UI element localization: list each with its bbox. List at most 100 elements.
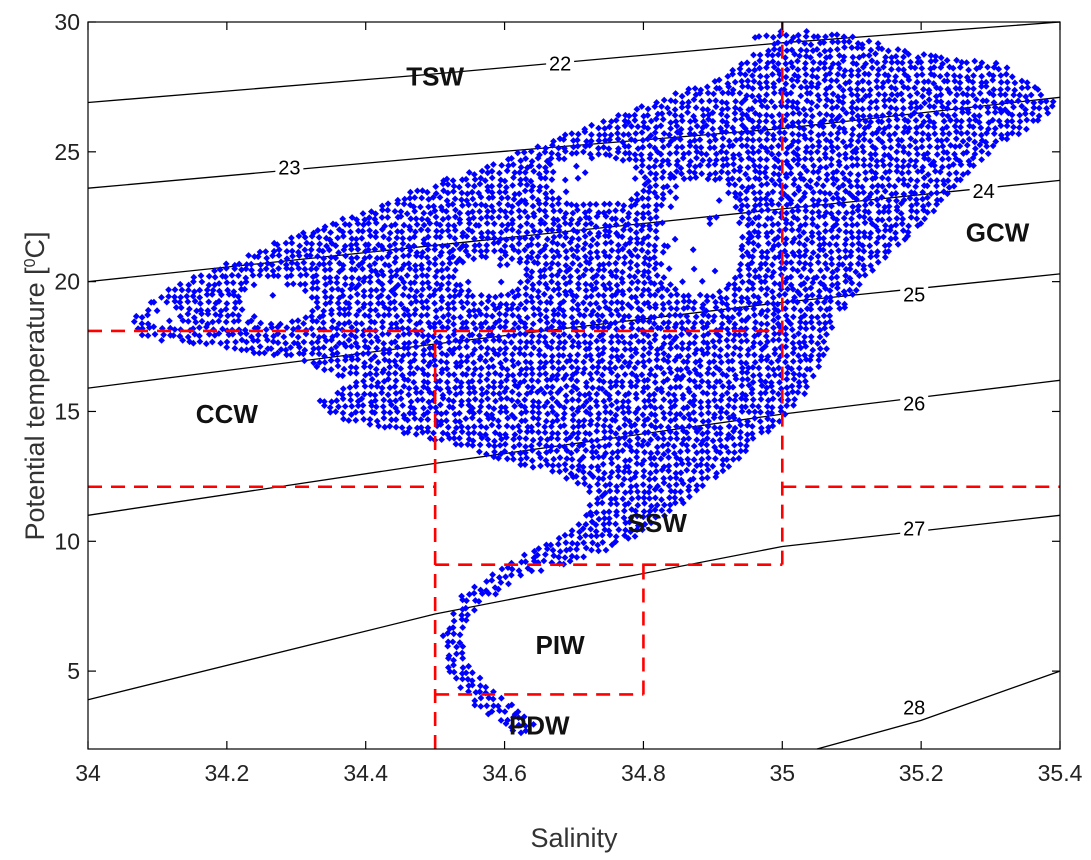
data-point [561, 229, 569, 237]
data-point [537, 174, 545, 182]
data-point [505, 162, 512, 169]
data-point [796, 232, 804, 240]
data-point [765, 240, 772, 247]
data-point [756, 64, 763, 72]
data-point [982, 78, 990, 86]
data-point [914, 168, 922, 175]
data-point [353, 311, 360, 319]
data-point [1016, 124, 1023, 131]
data-point [555, 195, 563, 202]
data-point [534, 293, 542, 301]
data-point [964, 109, 972, 116]
data-point [618, 305, 626, 312]
data-point [801, 241, 808, 249]
data-point [235, 312, 242, 319]
data-point [359, 265, 366, 273]
data-point [327, 229, 334, 236]
data-point [646, 291, 654, 299]
data-point [861, 219, 869, 227]
data-point [596, 131, 603, 139]
data-point [693, 122, 701, 130]
data-point [392, 272, 400, 279]
data-point [419, 304, 427, 311]
data-point [574, 280, 582, 288]
data-point [586, 300, 594, 308]
data-point [444, 227, 452, 234]
data-point [586, 249, 594, 257]
data-point [748, 233, 756, 241]
data-point [891, 183, 899, 190]
data-point [495, 304, 503, 311]
data-point [262, 265, 270, 273]
data-point [373, 254, 381, 262]
data-point [810, 33, 818, 40]
data-point [631, 116, 639, 124]
data-point [605, 260, 613, 268]
data-point [878, 174, 886, 182]
data-point [933, 151, 941, 158]
data-point [769, 33, 777, 41]
data-point [217, 312, 224, 319]
data-point [515, 200, 522, 207]
data-point [899, 96, 907, 104]
data-point [687, 158, 694, 165]
data-point [814, 148, 821, 156]
data-point [658, 312, 665, 319]
data-point [403, 272, 411, 279]
data-point [932, 53, 939, 60]
data-point [813, 84, 821, 91]
data-point [241, 285, 249, 293]
data-point [288, 318, 296, 325]
data-point [724, 80, 732, 87]
data-point [749, 144, 756, 151]
data-point [683, 312, 691, 320]
data-point [952, 105, 960, 112]
data-point [992, 138, 1000, 145]
data-point [912, 157, 920, 165]
data-point [483, 241, 491, 249]
data-point [816, 59, 824, 67]
data-point [853, 91, 861, 99]
data-point [657, 122, 665, 130]
data-point [451, 213, 459, 221]
data-point [1037, 91, 1045, 99]
data-point [763, 73, 771, 80]
data-point [750, 77, 758, 85]
data-point [627, 304, 635, 311]
data-point [438, 297, 446, 305]
data-point [750, 124, 757, 132]
data-point [1029, 117, 1037, 124]
data-point [541, 220, 549, 227]
data-point [763, 248, 771, 256]
data-point [794, 99, 801, 107]
data-point [703, 297, 711, 305]
data-point [923, 182, 931, 190]
data-point [549, 168, 557, 176]
data-point [671, 311, 679, 319]
data-point [865, 70, 873, 78]
data-point [638, 168, 645, 176]
data-point [406, 194, 414, 202]
data-point [749, 285, 757, 292]
data-point [803, 275, 811, 282]
data-point [222, 264, 230, 272]
data-point [329, 220, 337, 228]
data-point [985, 70, 993, 78]
data-point [660, 130, 668, 137]
data-point [930, 64, 938, 71]
data-point [950, 72, 958, 80]
data-point [541, 207, 549, 215]
data-point [736, 196, 744, 204]
data-point [470, 307, 478, 314]
data-point [709, 293, 717, 300]
data-point [198, 310, 205, 318]
data-point [867, 99, 875, 106]
data-point [520, 149, 528, 156]
data-point [498, 221, 506, 229]
data-point [739, 83, 746, 90]
data-point [939, 125, 946, 133]
data-point [573, 228, 581, 236]
data-point [652, 170, 660, 178]
data-point [716, 174, 724, 182]
data-point [712, 97, 720, 104]
